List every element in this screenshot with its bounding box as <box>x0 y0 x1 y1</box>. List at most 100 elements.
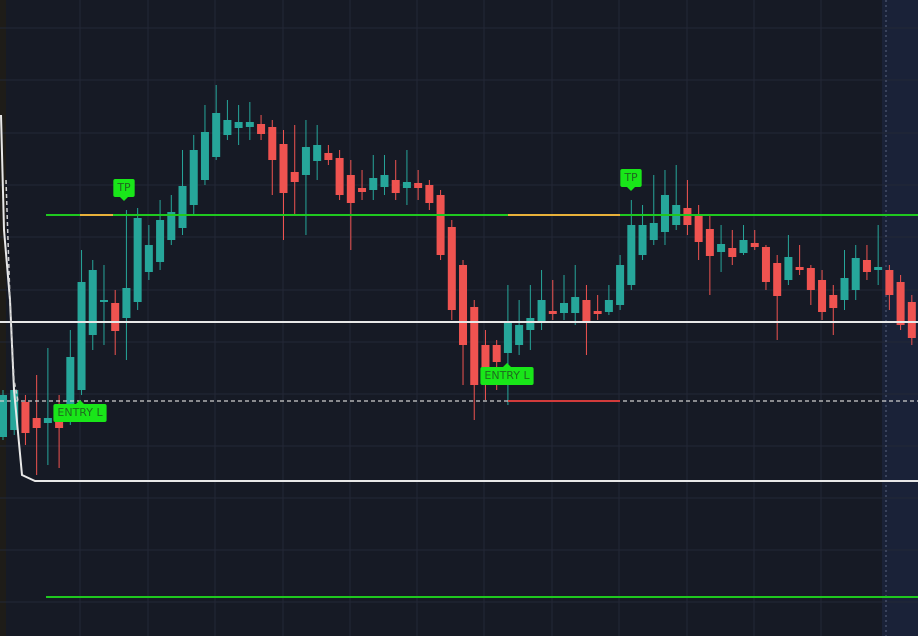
annotation-box <box>480 367 534 385</box>
candle-body <box>806 268 815 290</box>
candle-body <box>818 280 827 312</box>
annotation-tail <box>76 400 84 404</box>
candle-body <box>200 132 209 180</box>
candle-body <box>537 300 546 322</box>
candle-body <box>122 288 131 318</box>
candle-body <box>649 223 658 240</box>
annotation-label: TP <box>623 171 638 184</box>
candle-body <box>43 418 52 423</box>
candle-body <box>324 153 333 160</box>
candle-body <box>257 124 266 134</box>
candle-body <box>21 402 30 433</box>
candle-body <box>896 282 905 325</box>
candle-body <box>245 122 254 127</box>
candle-body <box>840 278 849 300</box>
candle-body <box>616 265 625 305</box>
candle-body <box>717 244 726 252</box>
candle-body <box>593 311 602 314</box>
candle-body <box>773 263 782 296</box>
candles <box>0 85 916 475</box>
candle-body <box>212 113 221 157</box>
band-mid <box>5 179 19 402</box>
candle-body <box>560 303 568 313</box>
candle-body <box>660 195 669 232</box>
candle-body <box>290 172 299 182</box>
candle-body <box>638 225 647 255</box>
candle-body <box>32 418 41 428</box>
candle-body <box>66 357 75 420</box>
candle-body <box>470 307 479 385</box>
candle-body <box>391 180 400 193</box>
candle-body <box>705 229 714 256</box>
annotation-label: ENTRY L <box>57 406 103 419</box>
candle-body <box>694 215 703 242</box>
candle-body <box>358 188 367 192</box>
candle-body <box>156 220 165 262</box>
candle-body <box>88 270 97 335</box>
annotation-box <box>53 404 107 422</box>
candle-body <box>683 208 692 225</box>
levels <box>0 214 918 598</box>
candle-body <box>178 186 187 228</box>
candle-body <box>402 182 411 188</box>
annotation-tail <box>627 187 635 191</box>
candle-body <box>77 282 86 390</box>
candle-body <box>0 395 7 437</box>
candle-body <box>829 295 838 308</box>
candle-body <box>313 145 322 161</box>
candle-body <box>369 178 378 190</box>
candle-body <box>582 300 591 323</box>
candle-body <box>111 303 120 331</box>
band-edge <box>0 114 46 482</box>
candle-body <box>99 300 108 302</box>
candle-body <box>189 150 198 205</box>
candle-body <box>851 258 860 290</box>
candle-body <box>10 390 19 430</box>
candle-body <box>627 225 636 285</box>
candle-body <box>268 127 277 160</box>
candle-body <box>515 325 524 345</box>
candle-body <box>481 345 490 382</box>
annotation-tail <box>503 363 511 367</box>
annotation-box <box>113 179 135 197</box>
candle-body <box>548 311 557 314</box>
annotation-box <box>620 169 642 187</box>
candle-body <box>425 185 434 203</box>
candle-body <box>503 322 512 353</box>
candle-body <box>739 240 748 253</box>
candle-body <box>234 122 243 128</box>
candle-body <box>526 318 535 330</box>
candle-body <box>795 267 804 270</box>
candle-body <box>380 175 389 187</box>
annotation-tail <box>120 197 128 201</box>
left-edge <box>0 0 6 636</box>
annotation-label: ENTRY L <box>484 369 530 382</box>
labels: TP ENTRY L ENTRY L TP <box>53 169 642 422</box>
candle-body <box>459 265 468 345</box>
candle-body <box>907 302 916 338</box>
candle-body <box>447 227 456 310</box>
candle-body <box>862 260 871 272</box>
candle-body <box>346 175 355 203</box>
candle-body <box>761 247 770 282</box>
candle-body <box>279 144 288 193</box>
candle-body <box>784 257 793 280</box>
candle-body <box>750 243 759 247</box>
candle-body <box>133 218 142 302</box>
candle-body <box>492 345 501 362</box>
candle-body <box>604 300 613 312</box>
candle-body <box>414 183 423 188</box>
candle-body <box>144 245 153 272</box>
candle-body <box>436 195 445 255</box>
candle-body <box>571 297 580 313</box>
candle-body <box>885 270 894 295</box>
candle-body <box>874 267 883 270</box>
annotation-label: TP <box>116 181 131 194</box>
candle-body <box>335 158 344 195</box>
candle-body <box>223 120 232 135</box>
candle-body <box>167 212 176 240</box>
candle-body <box>301 147 310 175</box>
